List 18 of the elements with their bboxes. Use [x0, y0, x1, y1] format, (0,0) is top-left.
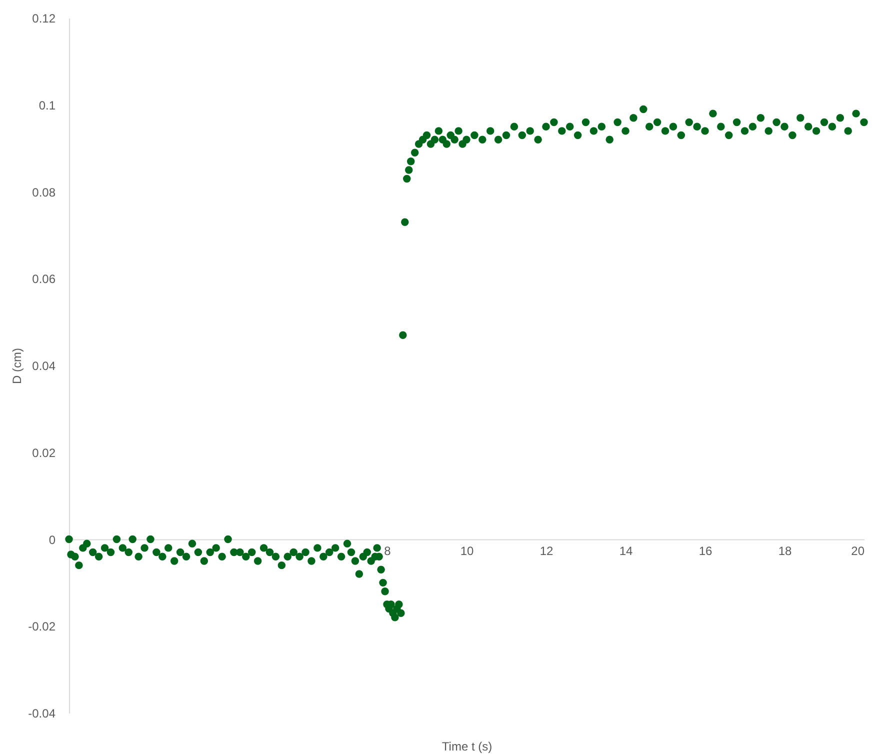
- y-tick-label: 0.08: [32, 185, 56, 200]
- x-tick-label: 10: [460, 544, 474, 558]
- y-tick-label: 0.06: [32, 272, 56, 286]
- y-axis-title: D (cm): [10, 348, 24, 384]
- x-tick-label: 20: [851, 544, 865, 558]
- x-tick-label: 12: [540, 544, 554, 558]
- y-tick-label: 0.02: [32, 446, 56, 460]
- y-tick-label: -0.02: [28, 620, 56, 634]
- y-tick-label: -0.04: [28, 706, 56, 720]
- x-tick-label: 18: [778, 544, 792, 558]
- x-tick-label: 14: [619, 544, 633, 558]
- x-tick-label: 8: [384, 544, 392, 558]
- y-tick-label: 0.1: [38, 98, 56, 112]
- x-tick-label: 16: [698, 544, 712, 558]
- y-tick-label: 0: [48, 532, 56, 547]
- y-tick-label: 0.12: [32, 12, 56, 26]
- y-tick-label: 0.04: [32, 359, 56, 373]
- x-axis-title: Time t (s): [442, 740, 492, 754]
